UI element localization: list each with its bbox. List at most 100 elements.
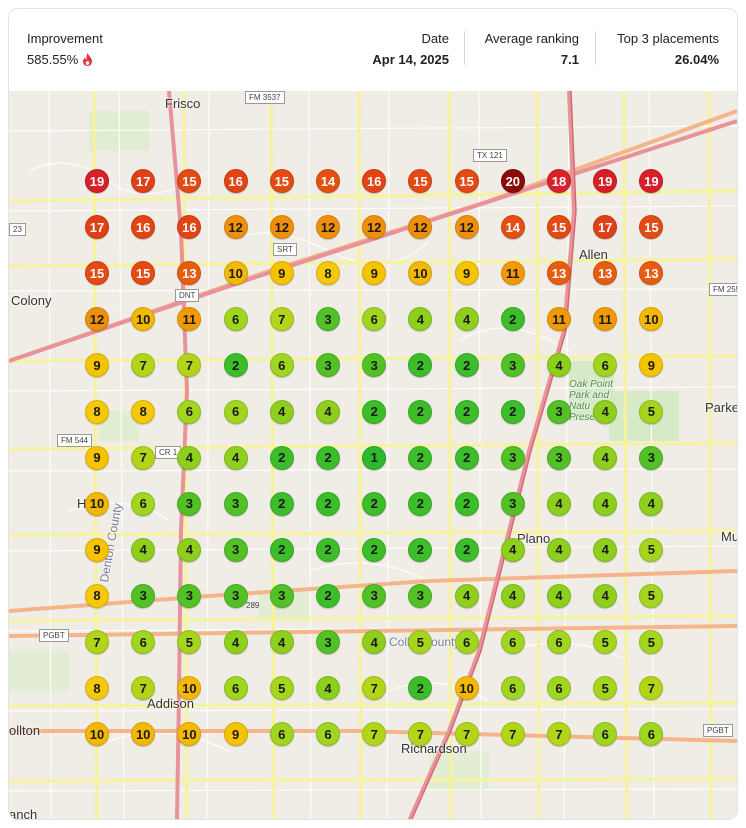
rank-pin[interactable]: 4 xyxy=(177,537,202,562)
rank-pin[interactable]: 2 xyxy=(454,445,479,470)
rank-pin[interactable]: 2 xyxy=(316,491,340,516)
rank-pin[interactable]: 11 xyxy=(500,261,525,286)
rank-pin[interactable]: 3 xyxy=(316,630,340,654)
rank-pin[interactable]: 2 xyxy=(316,583,340,608)
rank-pin[interactable]: 6 xyxy=(639,722,664,747)
rank-pin[interactable]: 4 xyxy=(547,353,571,378)
rank-pin[interactable]: 2 xyxy=(362,537,387,562)
rank-pin[interactable]: 5 xyxy=(639,399,664,424)
rank-pin[interactable]: 2 xyxy=(223,353,248,378)
rank-pin[interactable]: 3 xyxy=(547,445,571,470)
rank-pin[interactable]: 4 xyxy=(269,630,294,654)
rank-pin[interactable]: 7 xyxy=(454,722,479,747)
rank-pin[interactable]: 6 xyxy=(269,353,294,378)
rank-pin[interactable]: 6 xyxy=(454,630,479,654)
rank-pin[interactable]: 14 xyxy=(316,169,340,193)
rank-pin[interactable]: 13 xyxy=(547,261,571,286)
rank-pin[interactable]: 5 xyxy=(269,676,294,701)
rank-pin[interactable]: 8 xyxy=(316,261,340,286)
rank-pin[interactable]: 2 xyxy=(362,491,387,516)
rank-pin[interactable]: 8 xyxy=(85,399,109,424)
rank-pin[interactable]: 3 xyxy=(500,491,525,516)
rank-pin[interactable]: 7 xyxy=(362,722,387,747)
rank-pin[interactable]: 4 xyxy=(131,537,156,562)
rank-pin[interactable]: 2 xyxy=(500,307,525,332)
rank-pin[interactable]: 5 xyxy=(639,583,664,608)
rank-pin[interactable]: 2 xyxy=(408,491,433,516)
rank-pin[interactable]: 13 xyxy=(639,261,664,286)
rank-pin[interactable]: 2 xyxy=(454,353,479,378)
rank-pin[interactable]: 6 xyxy=(500,676,525,701)
rank-pin[interactable]: 11 xyxy=(547,307,571,332)
rank-pin[interactable]: 9 xyxy=(223,722,248,747)
rank-pin[interactable]: 6 xyxy=(593,722,618,747)
rank-pin[interactable]: 7 xyxy=(177,353,202,378)
rank-pin[interactable]: 12 xyxy=(269,215,294,240)
rank-pin[interactable]: 10 xyxy=(177,722,202,747)
rank-pin[interactable]: 4 xyxy=(316,399,340,424)
rank-pin[interactable]: 20 xyxy=(500,169,525,193)
rank-pin[interactable]: 6 xyxy=(547,676,571,701)
rank-pin[interactable]: 7 xyxy=(131,445,156,470)
rank-pin[interactable]: 7 xyxy=(131,353,156,378)
rank-pin[interactable]: 6 xyxy=(177,399,202,424)
rank-pin[interactable]: 2 xyxy=(316,445,340,470)
rank-pin[interactable]: 4 xyxy=(454,307,479,332)
rank-pin[interactable]: 6 xyxy=(362,307,387,332)
rank-pin[interactable]: 15 xyxy=(131,261,156,286)
rank-pin[interactable]: 4 xyxy=(223,630,248,654)
rank-pin[interactable]: 8 xyxy=(131,399,156,424)
rank-pin[interactable]: 3 xyxy=(500,445,525,470)
rank-pin[interactable]: 16 xyxy=(177,215,202,240)
rank-pin[interactable]: 17 xyxy=(85,215,109,240)
rank-pin[interactable]: 3 xyxy=(408,583,433,608)
rank-pin[interactable]: 5 xyxy=(639,630,664,654)
rank-pin[interactable]: 6 xyxy=(500,630,525,654)
rank-pin[interactable]: 13 xyxy=(177,261,202,286)
rank-pin[interactable]: 4 xyxy=(593,445,618,470)
rank-pin[interactable]: 8 xyxy=(85,583,109,608)
rank-pin[interactable]: 18 xyxy=(547,169,571,193)
rank-pin[interactable]: 4 xyxy=(362,630,387,654)
rank-pin[interactable]: 4 xyxy=(500,537,525,562)
rank-pin[interactable]: 4 xyxy=(408,307,433,332)
rank-pin[interactable]: 3 xyxy=(362,353,387,378)
rank-pin[interactable]: 12 xyxy=(223,215,248,240)
rank-pin[interactable]: 4 xyxy=(639,491,664,516)
rank-pin[interactable]: 7 xyxy=(500,722,525,747)
rank-pin[interactable]: 7 xyxy=(408,722,433,747)
rank-pin[interactable]: 6 xyxy=(131,630,156,654)
rank-pin[interactable]: 9 xyxy=(269,261,294,286)
rank-pin[interactable]: 4 xyxy=(593,399,618,424)
rank-pin[interactable]: 3 xyxy=(639,445,664,470)
rank-pin[interactable]: 16 xyxy=(131,215,156,240)
rank-pin[interactable]: 2 xyxy=(408,399,433,424)
rank-pin[interactable]: 3 xyxy=(131,583,156,608)
rank-pin[interactable]: 6 xyxy=(223,307,248,332)
rank-pin[interactable]: 10 xyxy=(177,676,202,701)
rank-pin[interactable]: 17 xyxy=(131,169,156,193)
rank-pin[interactable]: 6 xyxy=(269,722,294,747)
rank-pin[interactable]: 3 xyxy=(223,491,248,516)
rank-pin[interactable]: 2 xyxy=(362,399,387,424)
rank-pin[interactable]: 2 xyxy=(269,491,294,516)
rank-pin[interactable]: 12 xyxy=(316,215,340,240)
rank-pin[interactable]: 4 xyxy=(593,583,618,608)
rank-pin[interactable]: 4 xyxy=(269,399,294,424)
rank-pin[interactable]: 3 xyxy=(223,583,248,608)
rank-pin[interactable]: 1 xyxy=(362,445,387,470)
rank-pin[interactable]: 7 xyxy=(85,630,109,654)
rank-pin[interactable]: 10 xyxy=(85,491,109,516)
rank-pin[interactable]: 4 xyxy=(316,676,340,701)
rank-pin[interactable]: 16 xyxy=(223,169,248,193)
rank-pin[interactable]: 3 xyxy=(223,537,248,562)
rank-pin[interactable]: 12 xyxy=(408,215,433,240)
rank-pin[interactable]: 6 xyxy=(316,722,340,747)
rank-pin[interactable]: 15 xyxy=(408,169,433,193)
rank-pin[interactable]: 4 xyxy=(547,491,571,516)
rank-pin[interactable]: 16 xyxy=(362,169,387,193)
rank-pin[interactable]: 4 xyxy=(547,583,571,608)
rank-pin[interactable]: 9 xyxy=(85,353,109,378)
rank-pin[interactable]: 9 xyxy=(639,353,664,378)
rank-pin[interactable]: 6 xyxy=(223,399,248,424)
